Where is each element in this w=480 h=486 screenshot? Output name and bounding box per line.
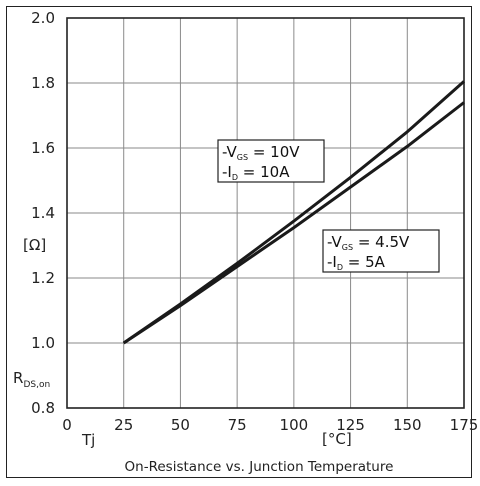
y-tick-label: 0.8 xyxy=(31,399,55,417)
chart-title: On-Resistance vs. Junction Temperature xyxy=(125,459,394,475)
y-axis-label: RDS,on xyxy=(13,369,50,390)
x-tick-label: 125 xyxy=(336,416,365,434)
y-tick-label: 1.6 xyxy=(31,139,55,157)
x-tick-label: 0 xyxy=(62,416,72,434)
annotation-vgs-4p5v-line-1: -VGS = 4.5V xyxy=(327,233,410,252)
series-line-2 xyxy=(122,101,465,345)
x-tick-label: 150 xyxy=(393,416,422,434)
y-tick-label: 1.4 xyxy=(31,204,55,222)
annotation-vgs-10v-box xyxy=(217,139,325,183)
y-tick-label: 2.0 xyxy=(31,9,55,27)
plot-border xyxy=(66,17,465,409)
annotation-vgs-4p5v-line-2: -ID = 5A xyxy=(327,253,386,272)
y-tick-label: 1.0 xyxy=(31,334,55,352)
y-axis-unit: [Ω] xyxy=(23,236,46,254)
y-tick-label: 1.8 xyxy=(31,74,55,92)
x-axis-unit: [°C] xyxy=(322,430,352,448)
y-tick-label: 1.2 xyxy=(31,269,55,287)
x-tick-label: 50 xyxy=(171,416,190,434)
annotation-vgs-10v-line-1: -VGS = 10V xyxy=(222,143,300,162)
x-tick-label: 175 xyxy=(450,416,479,434)
annotation-vgs-10v-line-2: -ID = 10A xyxy=(222,163,290,182)
annotation-vgs-4p5v-box xyxy=(322,229,440,273)
x-tick-label: 100 xyxy=(280,416,309,434)
x-tick-label: 75 xyxy=(228,416,247,434)
x-tick-label: 25 xyxy=(114,416,133,434)
x-axis-label: Tj xyxy=(81,431,95,449)
